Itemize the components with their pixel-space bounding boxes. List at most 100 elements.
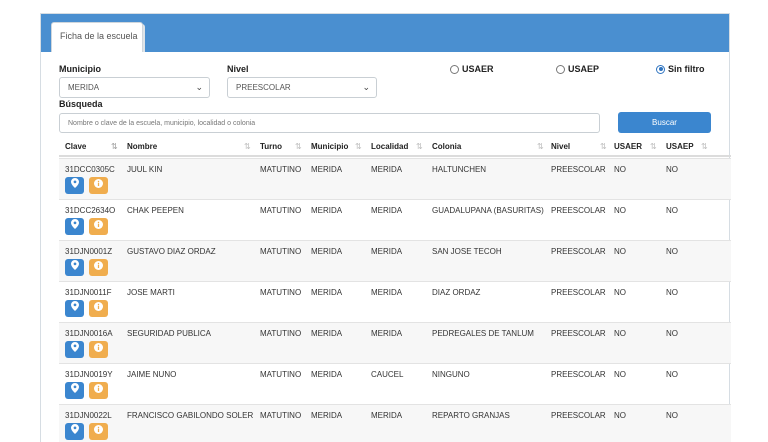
cell-usaep: NO: [666, 329, 678, 338]
sort-icon[interactable]: ⇅: [111, 142, 118, 151]
radio-usaer[interactable]: USAER: [450, 64, 494, 74]
busqueda-label: Búsqueda: [59, 99, 103, 109]
info-icon[interactable]: [89, 382, 108, 399]
map-marker-icon[interactable]: [65, 259, 84, 276]
cell-usaep: NO: [666, 165, 678, 174]
cell-usaep: NO: [666, 370, 678, 379]
sort-icon[interactable]: ⇅: [295, 142, 302, 151]
cell-municipio: MERIDA: [311, 411, 343, 420]
cell-colonia: NINGUNO: [432, 370, 470, 379]
radio-usaep[interactable]: USAEP: [556, 64, 599, 74]
cell-turno: MATUTINO: [260, 165, 302, 174]
column-header-municipio[interactable]: Municipio: [311, 142, 349, 151]
cell-usaer: NO: [614, 329, 626, 338]
column-header-nivel[interactable]: Nivel: [551, 142, 571, 151]
cell-municipio: MERIDA: [311, 165, 343, 174]
sort-icon[interactable]: ⇅: [355, 142, 362, 151]
map-marker-icon[interactable]: [65, 177, 84, 194]
cell-nivel: PREESCOLAR: [551, 288, 606, 297]
cell-colonia: GUADALUPANA (BASURITAS): [432, 206, 544, 215]
radio-sin-filtro[interactable]: Sin filtro: [656, 64, 705, 74]
info-icon[interactable]: [89, 341, 108, 358]
cell-localidad: MERIDA: [371, 288, 403, 297]
table-row: 31DCC0305C JUUL KIN MATUTINO MERIDA MERIDA HA…: [59, 158, 731, 199]
cell-nombre: JAIME NUNO: [127, 370, 177, 379]
cell-clave: 31DJN0022L: [65, 411, 112, 420]
cell-nivel: PREESCOLAR: [551, 370, 606, 379]
cell-nombre: CHAK PEEPEN: [127, 206, 184, 215]
table-row: 31DCC2634O CHAK PEEPEN MATUTINO MERIDA MERID…: [59, 199, 731, 240]
cell-nivel: PREESCOLAR: [551, 165, 606, 174]
cell-usaer: NO: [614, 370, 626, 379]
table-row: 31DJN0011F JOSE MARTI MATUTINO MERIDA MERIDA…: [59, 281, 731, 322]
cell-nombre: JUUL KIN: [127, 165, 163, 174]
sort-icon[interactable]: ⇅: [701, 142, 708, 151]
radio-usaep-label: USAEP: [568, 64, 600, 74]
cell-colonia: DIAZ ORDAZ: [432, 288, 481, 297]
cell-nivel: PREESCOLAR: [551, 329, 606, 338]
cell-usaer: NO: [614, 165, 626, 174]
cell-clave: 31DJN0011F: [65, 288, 112, 297]
column-header-turno[interactable]: Turno: [260, 142, 283, 151]
cell-clave: 31DJN0016A: [65, 329, 113, 338]
sort-icon[interactable]: ⇅: [650, 142, 657, 151]
search-button[interactable]: Buscar: [618, 112, 711, 133]
info-icon[interactable]: [89, 423, 108, 440]
cell-usaer: NO: [614, 206, 626, 215]
column-header-colonia[interactable]: Colonia: [432, 142, 462, 151]
cell-localidad: MERIDA: [371, 206, 403, 215]
cell-nombre: FRANCISCO GABILONDO SOLER: [127, 411, 254, 420]
column-header-localidad[interactable]: Localidad: [371, 142, 409, 151]
sort-icon[interactable]: ⇅: [537, 142, 544, 151]
info-icon[interactable]: [89, 218, 108, 235]
cell-colonia: PEDREGALES DE TANLUM: [432, 329, 534, 338]
info-icon[interactable]: [89, 300, 108, 317]
radio-sin-filtro-label: Sin filtro: [668, 64, 705, 74]
tab-ficha-escuela[interactable]: Ficha de la escuela: [51, 22, 143, 52]
cell-turno: MATUTINO: [260, 370, 302, 379]
info-icon[interactable]: [89, 259, 108, 276]
cell-turno: MATUTINO: [260, 247, 302, 256]
cell-localidad: MERIDA: [371, 165, 403, 174]
map-marker-icon[interactable]: [65, 423, 84, 440]
column-header-clave[interactable]: Clave: [65, 142, 87, 151]
radio-usaer-label: USAER: [462, 64, 494, 74]
cell-clave: 31DJN0019Y: [65, 370, 113, 379]
chevron-down-icon: ⌄: [362, 82, 370, 92]
sort-icon[interactable]: ⇅: [600, 142, 607, 151]
cell-municipio: MERIDA: [311, 206, 343, 215]
cell-turno: MATUTINO: [260, 288, 302, 297]
map-marker-icon[interactable]: [65, 382, 84, 399]
map-marker-icon[interactable]: [65, 300, 84, 317]
radio-selected-icon: [656, 64, 665, 74]
panel-header: Ficha de la escuela: [41, 14, 729, 52]
info-icon[interactable]: [89, 177, 108, 194]
column-header-nombre[interactable]: Nombre: [127, 142, 158, 151]
cell-nivel: PREESCOLAR: [551, 206, 606, 215]
cell-municipio: MERIDA: [311, 247, 343, 256]
column-header-usaer[interactable]: USAER: [614, 142, 643, 151]
municipio-select[interactable]: MERIDA ⌄: [59, 77, 210, 98]
nivel-select[interactable]: PREESCOLAR ⌄: [227, 77, 377, 98]
sort-icon[interactable]: ⇅: [244, 142, 251, 151]
cell-turno: MATUTINO: [260, 329, 302, 338]
cell-usaer: NO: [614, 411, 626, 420]
map-marker-icon[interactable]: [65, 218, 84, 235]
sort-icon[interactable]: ⇅: [416, 142, 423, 151]
cell-nombre: JOSE MARTI: [127, 288, 175, 297]
cell-localidad: MERIDA: [371, 247, 403, 256]
municipio-value: MERIDA: [68, 83, 100, 92]
map-marker-icon[interactable]: [65, 341, 84, 358]
cell-nivel: PREESCOLAR: [551, 411, 606, 420]
nivel-value: PREESCOLAR: [236, 83, 291, 92]
table-row: 31DJN0001Z GUSTAVO DIAZ ORDAZ MATUTINO MERI…: [59, 240, 731, 281]
cell-nombre: SEGURIDAD PUBLICA: [127, 329, 212, 338]
search-input[interactable]: Nombre o clave de la escuela, municipio,…: [59, 113, 600, 133]
cell-usaep: NO: [666, 247, 678, 256]
cell-usaep: NO: [666, 206, 678, 215]
table-header: Clave ⇅ Nombre ⇅ Turno ⇅ Municipio ⇅ Localidad ⇅ C…: [59, 138, 731, 157]
column-header-usaep[interactable]: USAEP: [666, 142, 694, 151]
cell-municipio: MERIDA: [311, 329, 343, 338]
cell-usaer: NO: [614, 247, 626, 256]
cell-nivel: PREESCOLAR: [551, 247, 606, 256]
